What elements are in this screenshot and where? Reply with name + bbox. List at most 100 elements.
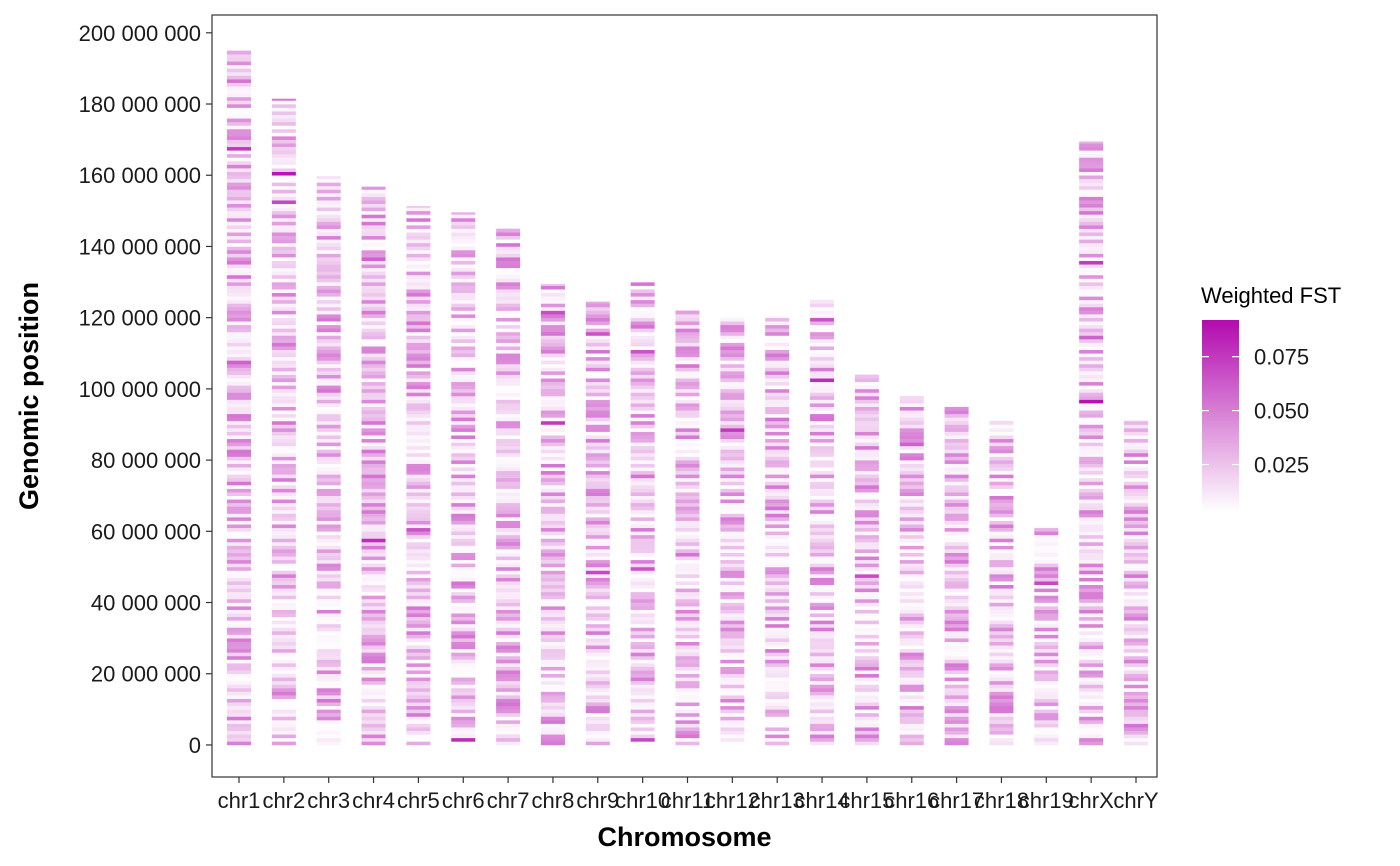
heatmap-tile [271, 606, 296, 610]
heatmap-tile [361, 217, 386, 222]
heatmap-tile [316, 271, 341, 276]
heatmap-tile [675, 684, 700, 689]
heatmap-tile [540, 292, 565, 297]
heatmap-tile [854, 577, 879, 582]
heatmap-tile [227, 734, 251, 739]
heatmap-tile [227, 242, 251, 247]
heatmap-tile [496, 574, 521, 578]
heatmap-tile [451, 509, 476, 514]
heatmap-tile [630, 581, 655, 586]
heatmap-tile [675, 374, 700, 379]
heatmap-tile [227, 331, 251, 336]
heatmap-tile [1079, 477, 1104, 482]
heatmap-tile [1079, 296, 1104, 301]
heatmap-tile [720, 442, 745, 447]
heatmap-tile [630, 445, 655, 450]
heatmap-tile [227, 695, 251, 699]
heatmap-tile [406, 271, 431, 276]
heatmap-tile [1124, 549, 1148, 553]
heatmap-tile [810, 687, 835, 692]
heatmap-tile [496, 360, 521, 365]
heatmap-tile [765, 342, 790, 347]
heatmap-tile [1124, 641, 1148, 646]
heatmap-tile [585, 442, 610, 447]
heatmap-tile [854, 695, 879, 699]
heatmap-tile [271, 559, 296, 564]
heatmap-tile [944, 470, 969, 475]
heatmap-tile [720, 695, 745, 699]
heatmap-tile [765, 645, 790, 650]
heatmap-tile [406, 495, 431, 500]
heatmap-tile [1124, 638, 1148, 642]
heatmap-tile [944, 428, 969, 432]
heatmap-tile [765, 552, 790, 557]
heatmap-tile [451, 242, 476, 247]
heatmap-tile [496, 299, 521, 304]
heatmap-tile [271, 388, 296, 393]
heatmap-tile [585, 638, 610, 642]
heatmap-tile [1124, 727, 1148, 732]
heatmap-tile [406, 477, 431, 482]
heatmap-tile [316, 538, 341, 543]
heatmap-tile [361, 673, 386, 678]
heatmap-tile [451, 492, 476, 496]
heatmap-tile [765, 581, 790, 586]
heatmap-tile [406, 438, 431, 443]
heatmap-tile [361, 541, 386, 546]
heatmap-tile [1079, 388, 1104, 393]
heatmap-tile [271, 720, 296, 724]
heatmap-tile [271, 242, 296, 247]
heatmap-tile [1079, 520, 1104, 525]
heatmap-tile [361, 303, 386, 308]
heatmap-tile [361, 477, 386, 482]
heatmap-tiles [227, 50, 1148, 746]
heatmap-tile [675, 410, 700, 415]
heatmap-tile [720, 346, 745, 351]
heatmap-tile [540, 413, 565, 418]
heatmap-tile [630, 687, 655, 692]
heatmap-tile [899, 406, 924, 411]
heatmap-tile [496, 420, 521, 425]
heatmap-tile [1079, 609, 1104, 614]
heatmap-tile [854, 403, 879, 407]
heatmap-tile [227, 328, 251, 333]
heatmap-tile [361, 271, 386, 276]
heatmap-tile [720, 606, 745, 610]
heatmap-tile [540, 488, 565, 493]
heatmap-tile [227, 513, 251, 518]
heatmap-tile [496, 623, 521, 628]
heatmap-tile [675, 566, 700, 571]
heatmap-tile [271, 691, 296, 696]
heatmap-tile [720, 741, 745, 746]
legend-label: 0.050 [1254, 399, 1309, 424]
heatmap-tile [989, 541, 1014, 546]
heatmap-tile [630, 324, 655, 329]
heatmap-tile [1034, 577, 1059, 582]
heatmap-tile [675, 702, 700, 707]
heatmap-tile [720, 517, 745, 521]
heatmap-tile [451, 470, 476, 475]
heatmap-tile [316, 602, 341, 607]
heatmap-tile [630, 705, 655, 710]
heatmap-tile [720, 620, 745, 625]
heatmap-tile [540, 470, 565, 475]
heatmap-tile [630, 655, 655, 660]
heatmap-tile [496, 734, 521, 739]
heatmap-tile [496, 687, 521, 692]
heatmap-tile [271, 100, 296, 105]
heatmap-tile [316, 488, 341, 493]
heatmap-tile [271, 673, 296, 678]
heatmap-tile [630, 527, 655, 532]
heatmap-tile [810, 556, 835, 561]
heatmap-tile [406, 641, 431, 646]
heatmap-tile [316, 442, 341, 447]
heatmap-tile [630, 339, 655, 343]
x-tick-label: chr18 [974, 788, 1029, 813]
heatmap-tile [1124, 623, 1148, 628]
heatmap-tile [361, 702, 386, 707]
heatmap-tile [585, 424, 610, 429]
heatmap-tile [406, 695, 431, 699]
heatmap-tile [540, 684, 565, 689]
heatmap-tile [854, 428, 879, 432]
heatmap-tile [361, 638, 386, 642]
